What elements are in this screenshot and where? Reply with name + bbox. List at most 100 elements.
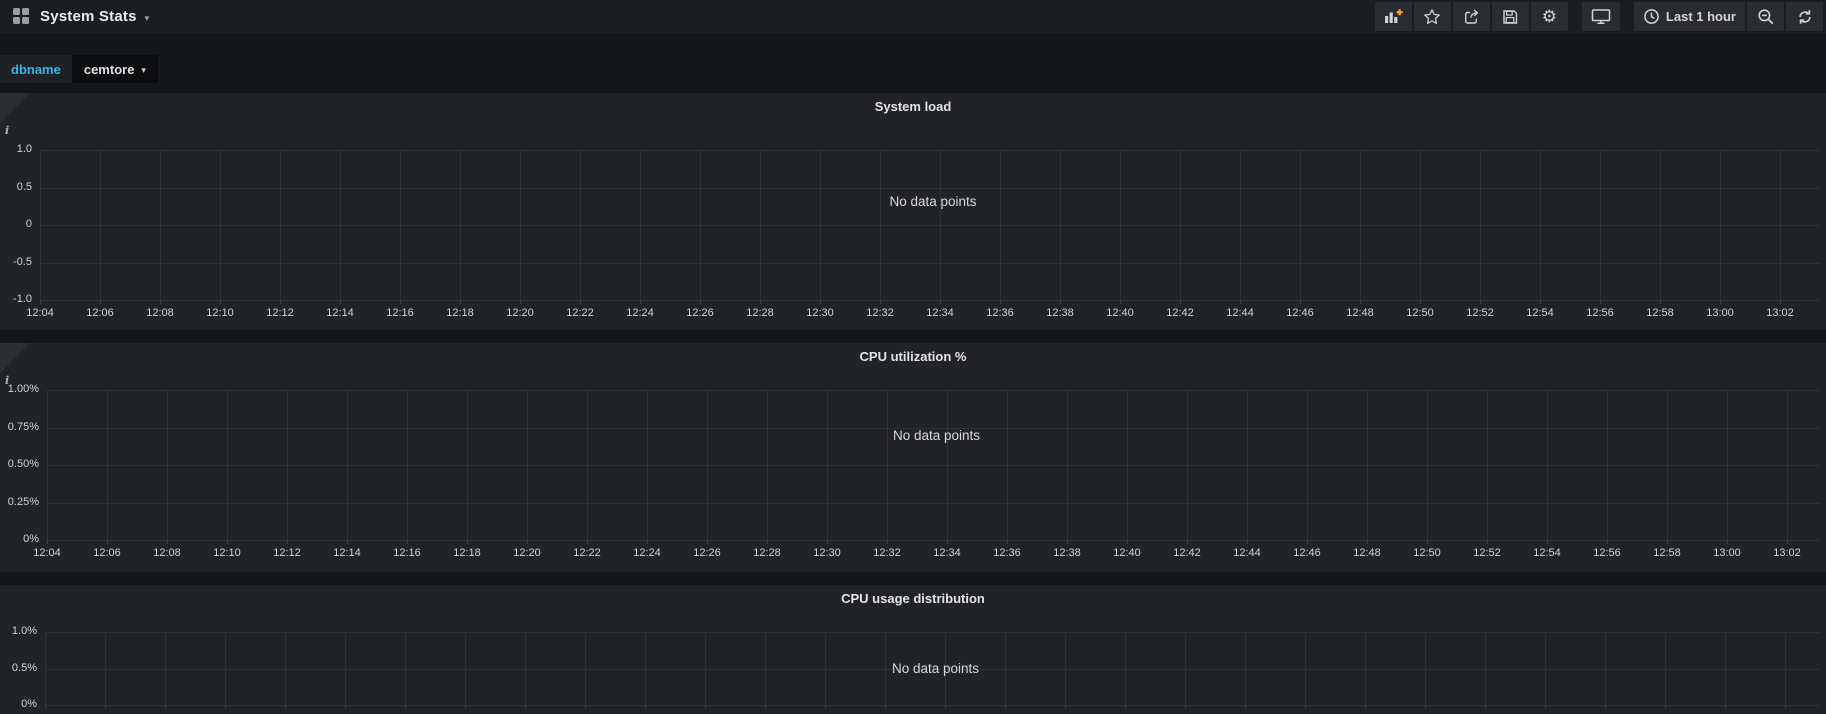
- x-tick-label: 12:16: [386, 307, 414, 319]
- axis-tick: [825, 705, 826, 709]
- y-tick-label: 0.50%: [7, 458, 39, 470]
- gridline-vertical: [225, 632, 226, 705]
- gridline-vertical: [1667, 390, 1668, 540]
- axis-tick: [1425, 705, 1426, 709]
- panel-info-corner[interactable]: i: [0, 93, 30, 137]
- gridline-vertical: [1060, 150, 1061, 300]
- gridline-vertical: [1127, 390, 1128, 540]
- gridline-vertical: [527, 390, 528, 540]
- gridline-vertical: [1660, 150, 1661, 300]
- y-tick-label: 0%: [21, 698, 37, 710]
- chart-plot-area: 1.0 0.5 0 -0.5 -1.0 12:04 12:06 12:08 12:10 12:12…: [0, 93, 1826, 330]
- axis-tick: [340, 300, 341, 304]
- panel-title[interactable]: System load: [874, 99, 952, 114]
- gridline-vertical: [880, 150, 881, 300]
- zoom-out-button[interactable]: [1747, 2, 1784, 31]
- axis-tick: [1427, 540, 1428, 544]
- x-tick-label: 13:02: [1766, 307, 1794, 319]
- axis-tick: [585, 705, 586, 709]
- gridline-vertical: [760, 150, 761, 300]
- save-button[interactable]: [1491, 2, 1529, 31]
- axis-tick: [1180, 300, 1181, 304]
- y-tick-label: 0.25%: [7, 495, 39, 508]
- axis-tick: [400, 300, 401, 304]
- axis-tick: [705, 705, 706, 709]
- dashboard-title-dropdown[interactable]: System Stats ▾: [40, 8, 149, 25]
- axis-tick: [1245, 705, 1246, 709]
- gridline-vertical: [340, 150, 341, 300]
- axis-tick: [1605, 705, 1606, 709]
- axis-tick: [460, 300, 461, 304]
- monitor-icon: [1591, 9, 1611, 24]
- gridline-vertical: [1005, 632, 1006, 705]
- x-tick-label: 12:56: [1593, 547, 1621, 559]
- axis-tick: [100, 300, 101, 304]
- x-tick-label: 12:20: [506, 307, 534, 319]
- axis-tick: [1665, 705, 1666, 709]
- axis-tick: [347, 540, 348, 544]
- x-tick-label: 12:06: [86, 307, 114, 319]
- gridline-vertical: [1180, 150, 1181, 300]
- axis-tick: [587, 540, 588, 544]
- axis-tick: [525, 705, 526, 709]
- zoom-out-icon: [1757, 8, 1773, 24]
- gridline-vertical: [160, 150, 161, 300]
- axis-tick: [285, 705, 286, 709]
- x-tick-label: 12:42: [1166, 307, 1194, 319]
- gridline-horizontal: [45, 705, 1820, 706]
- axis-tick: [1005, 705, 1006, 709]
- grid-logo-icon[interactable]: [8, 4, 34, 30]
- x-tick-label: 12:08: [153, 547, 181, 559]
- gridline-vertical: [100, 150, 101, 300]
- panel-header: System load: [0, 93, 1826, 117]
- template-variables-row: dbname cemtore ▾: [0, 55, 158, 83]
- refresh-button[interactable]: [1786, 2, 1823, 31]
- gridline-vertical: [1420, 150, 1421, 300]
- x-tick-label: 12:14: [326, 307, 354, 319]
- gridline-vertical: [400, 150, 401, 300]
- gridline-vertical: [1787, 390, 1788, 540]
- time-range-button[interactable]: Last 1 hour: [1633, 2, 1745, 31]
- top-navbar: System Stats ▾: [0, 0, 1826, 33]
- x-tick-label: 12:26: [693, 547, 721, 559]
- axis-tick: [1667, 540, 1668, 544]
- x-tick-label: 12:50: [1413, 547, 1441, 559]
- gridline-vertical: [1425, 632, 1426, 705]
- axis-tick: [1547, 540, 1548, 544]
- variable-value: cemtore: [83, 61, 135, 77]
- gridline-vertical: [1720, 150, 1721, 300]
- axis-tick: [1480, 300, 1481, 304]
- y-tick-label: 1.00%: [7, 383, 39, 395]
- gridline-vertical: [1247, 390, 1248, 540]
- x-tick-label: 12:20: [513, 547, 541, 559]
- x-tick-label: 12:18: [453, 547, 481, 559]
- axis-tick: [1067, 540, 1068, 544]
- x-tick-label: 12:46: [1286, 307, 1314, 319]
- gridline-vertical: [1600, 150, 1601, 300]
- star-button[interactable]: [1413, 2, 1451, 31]
- no-data-message: No data points: [891, 660, 980, 676]
- gridline-vertical: [1065, 632, 1066, 705]
- axis-tick: [880, 300, 881, 304]
- axis-tick: [467, 540, 468, 544]
- gridline-vertical: [765, 632, 766, 705]
- gridline-vertical: [220, 150, 221, 300]
- share-button[interactable]: [1452, 2, 1490, 31]
- gridline-vertical: [347, 390, 348, 540]
- settings-button[interactable]: ⚙: [1530, 2, 1568, 31]
- panel-title[interactable]: CPU usage distribution: [841, 591, 985, 606]
- gridline-vertical: [705, 632, 706, 705]
- gridline-vertical: [467, 390, 468, 540]
- panel-title[interactable]: CPU utilization %: [859, 349, 967, 364]
- tv-mode-button[interactable]: [1581, 2, 1620, 31]
- gridline-horizontal: [40, 262, 1820, 264]
- panel-info-corner[interactable]: i: [0, 343, 30, 387]
- x-tick-label: 12:36: [993, 547, 1021, 559]
- add-panel-button[interactable]: [1374, 2, 1412, 31]
- axis-tick: [1487, 540, 1488, 544]
- axis-tick: [940, 300, 941, 304]
- variable-value-dropdown[interactable]: cemtore ▾: [71, 55, 158, 83]
- gridline-vertical: [1360, 150, 1361, 300]
- gridline-vertical: [825, 632, 826, 705]
- axis-tick: [1600, 300, 1601, 304]
